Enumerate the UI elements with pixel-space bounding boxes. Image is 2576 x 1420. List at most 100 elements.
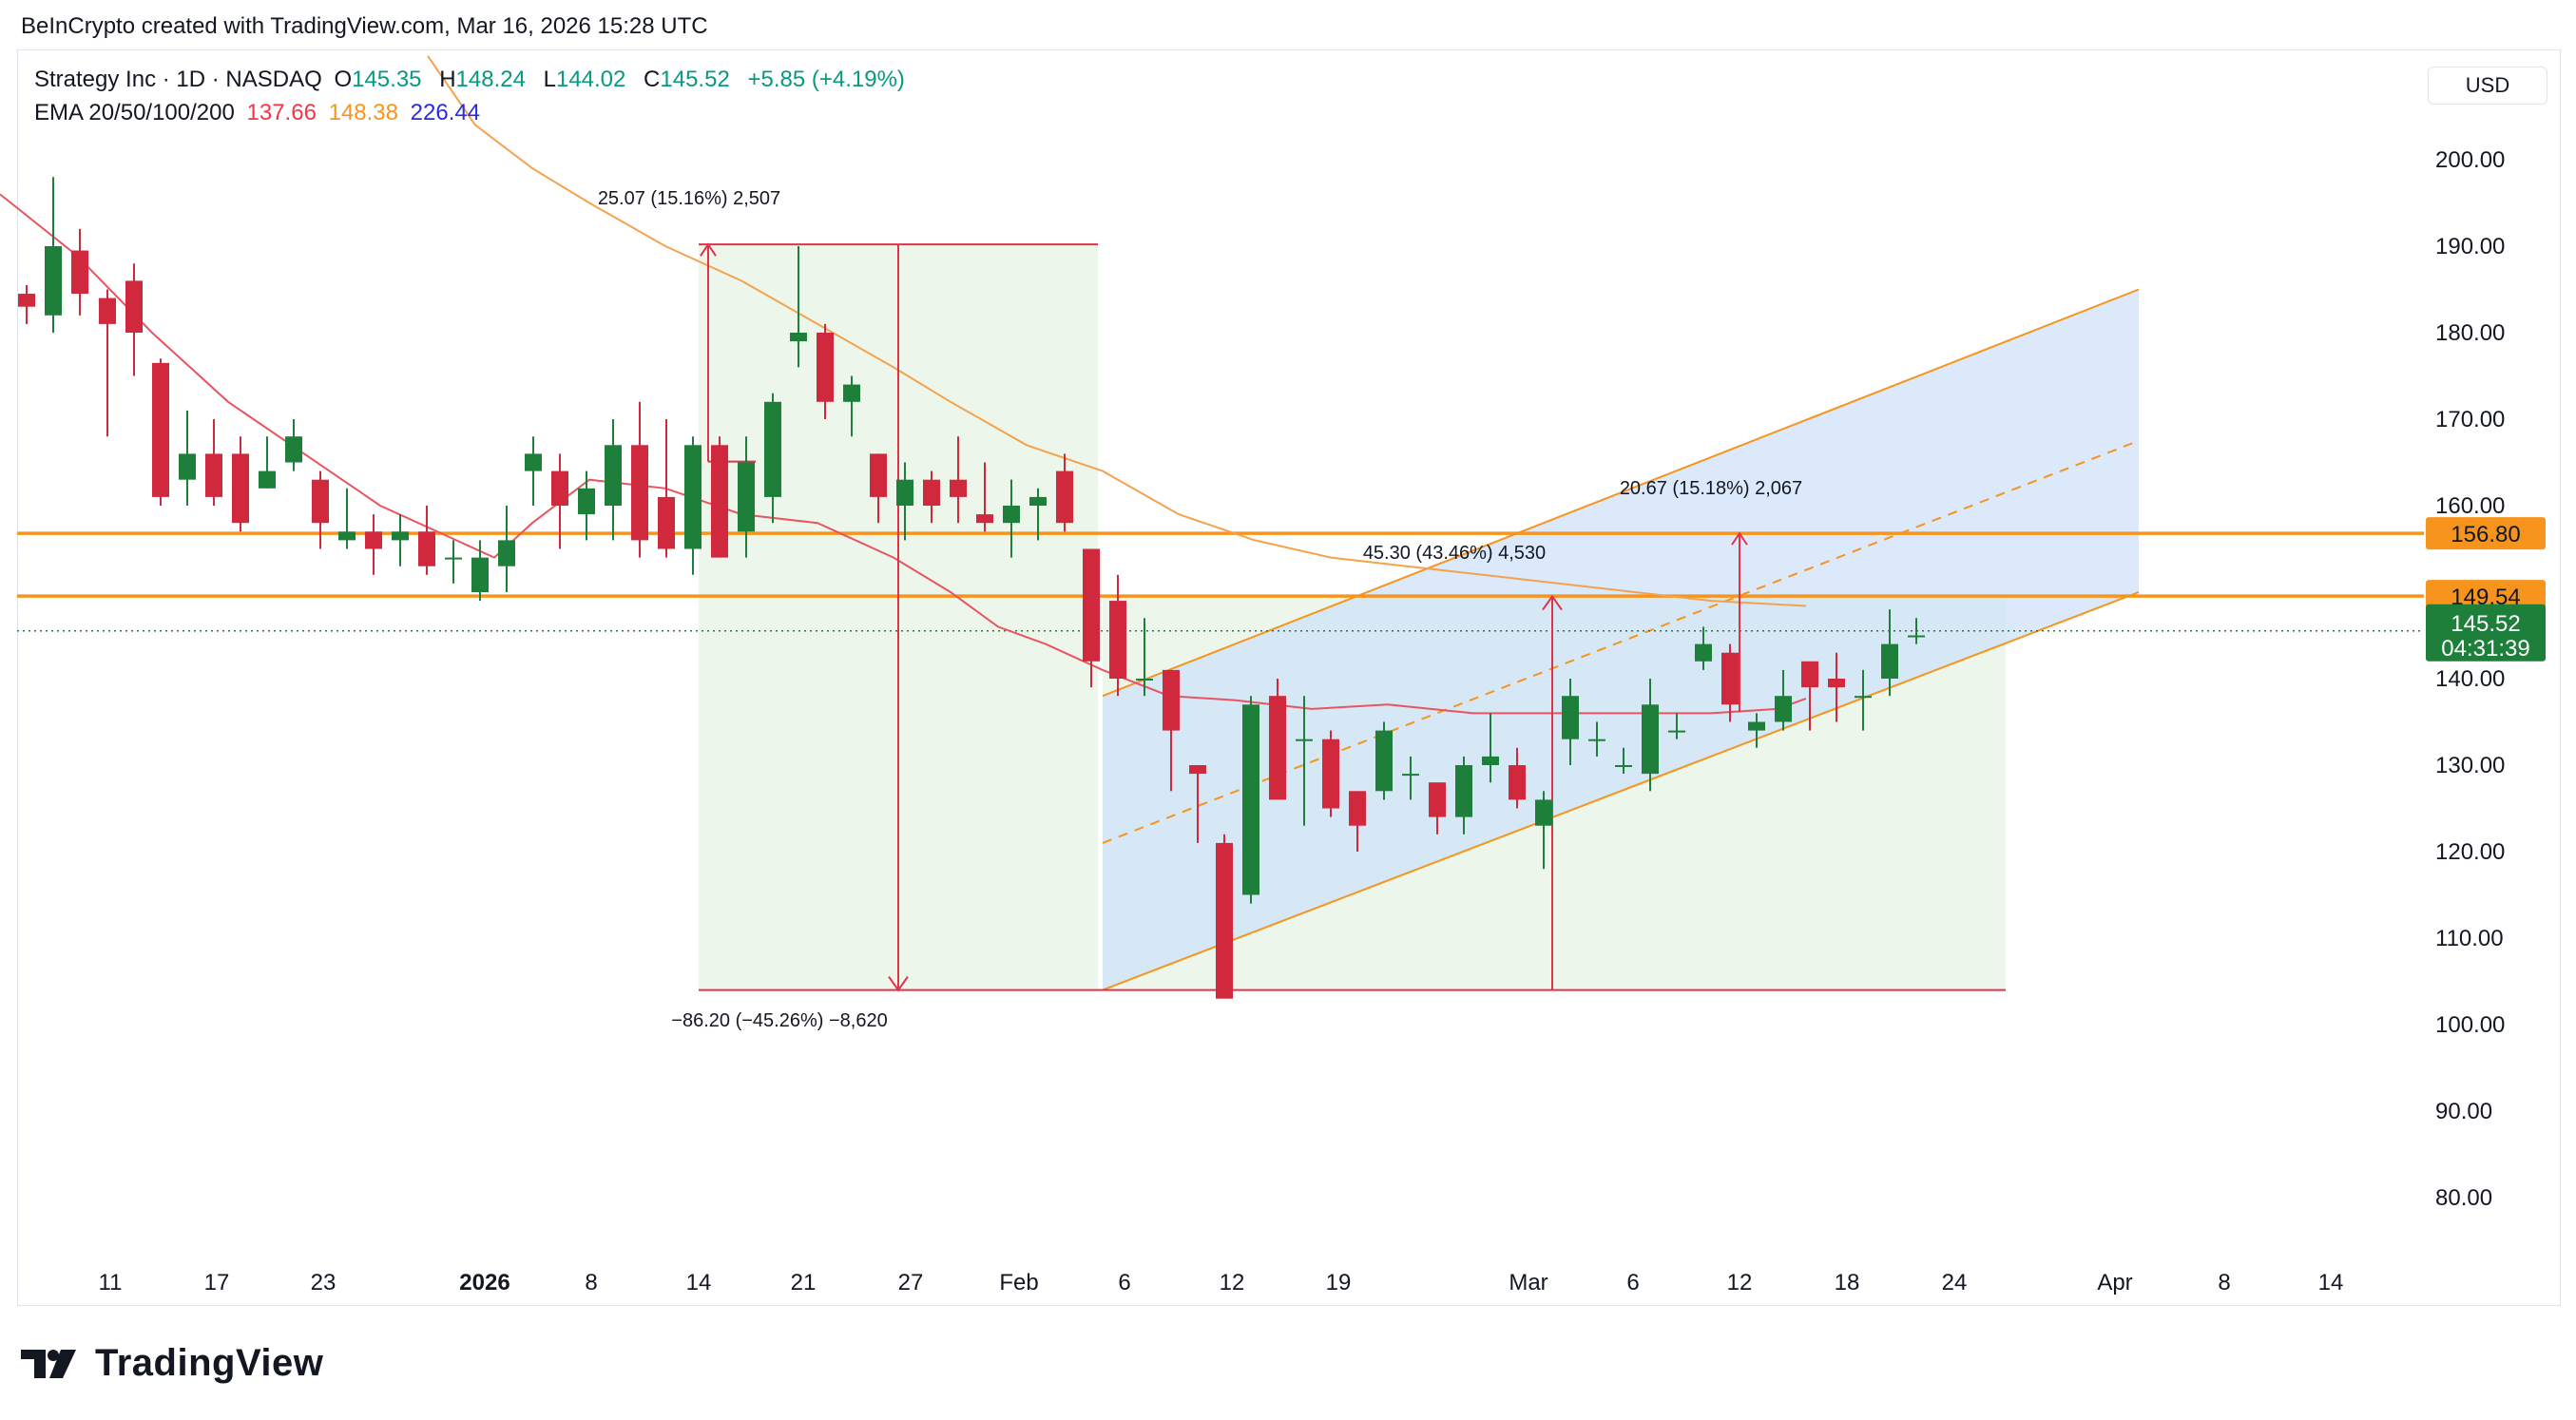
time-tick-3: 2026 — [459, 1270, 509, 1295]
candle-body-40 — [1083, 548, 1100, 662]
candle-body-48 — [1296, 739, 1313, 741]
candle-body-31 — [843, 384, 860, 402]
candle-body-11 — [312, 479, 329, 524]
price-tick-4: 160.00 — [2435, 493, 2505, 519]
candle-body-36 — [976, 514, 993, 524]
candle-body-27 — [738, 462, 755, 532]
candle-body-39 — [1056, 470, 1073, 524]
ema100-value: 226.44 — [410, 100, 481, 125]
measure-label-4: 20.67 (15.18%) 2,067 — [1620, 478, 1802, 499]
candle-body-21 — [578, 488, 595, 515]
currency-selector[interactable]: USD — [2428, 67, 2547, 105]
price-tick-12: 80.00 — [2435, 1185, 2492, 1211]
candle-body-19 — [525, 453, 542, 471]
time-tick-0: 11 — [99, 1270, 123, 1295]
candle-body-43 — [1163, 669, 1180, 731]
candle-body-18 — [498, 540, 515, 566]
ema-label: EMA 20/50/100/200 — [34, 100, 235, 125]
candle-body-60 — [1615, 765, 1632, 767]
time-tick-7: 27 — [898, 1270, 924, 1295]
candle-body-33 — [896, 479, 913, 506]
time-tick-19: 14 — [2318, 1270, 2344, 1295]
countdown-label: 04:31:39 — [2441, 636, 2529, 662]
candle-body-56 — [1509, 765, 1526, 800]
candle-body-12 — [338, 531, 356, 541]
candle-body-62 — [1668, 730, 1685, 733]
time-tick-18: 8 — [2218, 1270, 2230, 1295]
low-value: 144.02 — [555, 67, 626, 92]
candle-body-46 — [1242, 704, 1259, 895]
candle-body-23 — [631, 445, 648, 541]
last-price-label-bg — [2426, 604, 2546, 662]
ema-legend: EMA 20/50/100/200 137.66 148.38 226.44 — [34, 100, 486, 126]
open-value: 145.35 — [352, 67, 422, 92]
candle-body-64 — [1721, 652, 1739, 705]
ema50-value: 148.38 — [328, 100, 398, 125]
time-tick-12: Mar — [1509, 1270, 1548, 1295]
time-tick-5: 14 — [686, 1270, 712, 1295]
candle-body-22 — [605, 445, 622, 506]
time-tick-4: 8 — [585, 1270, 597, 1295]
candle-body-28 — [764, 401, 781, 497]
candle-body-29 — [790, 333, 807, 342]
tradingview-logo-icon — [21, 1349, 76, 1378]
close-value: 145.52 — [660, 67, 730, 92]
rally-arrow-head — [1542, 594, 1563, 611]
time-tick-8: Feb — [999, 1270, 1038, 1295]
candle-body-10 — [285, 436, 302, 463]
price-axis: 200.00190.00180.00170.00160.00150.00140.… — [2435, 147, 2505, 1211]
level-price-label-1: 156.80 — [2451, 522, 2520, 547]
candle-body-65 — [1748, 721, 1765, 731]
candle-body-3 — [99, 297, 116, 324]
close-label: C — [644, 67, 661, 92]
price-tick-2: 180.00 — [2435, 320, 2505, 346]
ema20-value: 137.66 — [246, 100, 317, 125]
candle-body-26 — [711, 445, 728, 558]
low-label: L — [543, 67, 556, 92]
target-arrow-head — [1731, 531, 1748, 546]
time-tick-6: 21 — [791, 1270, 817, 1295]
candle-body-55 — [1482, 756, 1499, 765]
high-label: H — [439, 67, 456, 92]
price-tick-11: 90.00 — [2435, 1099, 2492, 1124]
candle-body-47 — [1269, 696, 1286, 800]
last-price-label: 145.52 — [2451, 611, 2520, 637]
time-tick-2: 23 — [311, 1270, 336, 1295]
decline-arrow-head — [888, 976, 909, 992]
candle-body-61 — [1642, 704, 1659, 775]
measure-label-3: 25.07 (15.16%) 2,507 — [598, 188, 780, 209]
candle-body-6 — [179, 453, 196, 480]
candle-body-0 — [18, 294, 35, 307]
time-tick-14: 12 — [1727, 1270, 1753, 1295]
time-tick-13: 6 — [1626, 1270, 1639, 1295]
time-tick-10: 12 — [1220, 1270, 1245, 1295]
candle-body-13 — [365, 531, 382, 549]
candle-body-54 — [1455, 765, 1472, 817]
time-tick-17: Apr — [2097, 1270, 2132, 1295]
candle-body-32 — [870, 453, 887, 497]
candle-body-49 — [1322, 739, 1339, 809]
candle-body-59 — [1588, 739, 1605, 741]
time-tick-9: 6 — [1118, 1270, 1130, 1295]
candles — [18, 177, 1925, 999]
candle-body-58 — [1562, 696, 1579, 739]
measure-label-1: −86.20 (−45.26%) −8,620 — [671, 1010, 887, 1031]
chart-credit: BeInCrypto created with TradingView.com,… — [21, 13, 708, 39]
candle-body-38 — [1029, 496, 1047, 506]
candle-body-2 — [71, 250, 88, 295]
high-value: 148.24 — [455, 67, 526, 92]
change-value: +5.85 (+4.19%) — [747, 67, 905, 92]
candle-body-42 — [1136, 679, 1153, 681]
candle-body-41 — [1109, 601, 1126, 679]
candle-body-51 — [1375, 730, 1393, 792]
candle-body-1 — [45, 246, 62, 316]
level-price-label-bg-2 — [2426, 580, 2546, 613]
price-tick-10: 100.00 — [2435, 1012, 2505, 1038]
ema20-line — [0, 193, 1807, 715]
candle-body-16 — [445, 557, 462, 560]
candle-body-24 — [658, 496, 675, 549]
candle-body-37 — [1003, 506, 1020, 524]
channel-midline — [1102, 439, 2140, 844]
